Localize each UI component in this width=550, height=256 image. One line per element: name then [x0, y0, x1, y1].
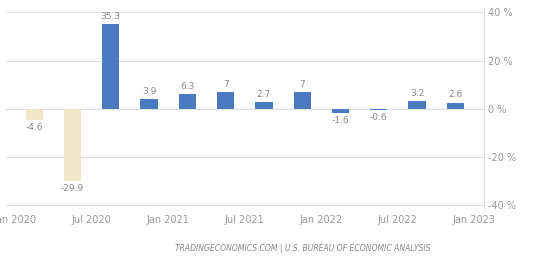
Text: -29.9: -29.9: [61, 184, 84, 193]
Text: 3.9: 3.9: [142, 87, 156, 96]
Bar: [64, 109, 81, 181]
Text: 7: 7: [299, 80, 305, 89]
Text: -0.6: -0.6: [370, 113, 388, 122]
Bar: [370, 109, 387, 110]
Bar: [294, 92, 311, 109]
Text: 2.7: 2.7: [257, 90, 271, 99]
Bar: [179, 94, 196, 109]
Bar: [409, 101, 426, 109]
Bar: [447, 103, 464, 109]
Text: 7: 7: [223, 80, 228, 89]
Text: 2.6: 2.6: [448, 90, 463, 99]
Bar: [102, 24, 119, 109]
Bar: [332, 109, 349, 113]
Text: -1.6: -1.6: [332, 116, 349, 125]
Bar: [217, 92, 234, 109]
Bar: [140, 99, 158, 109]
Text: 35.3: 35.3: [101, 12, 121, 21]
Text: 3.2: 3.2: [410, 89, 424, 98]
Bar: [255, 102, 272, 109]
Text: -4.6: -4.6: [25, 123, 43, 132]
Text: TRADINGECONOMICS.COM | U.S. BUREAU OF ECONOMIC ANALYSIS: TRADINGECONOMICS.COM | U.S. BUREAU OF EC…: [175, 244, 430, 253]
Text: 6.3: 6.3: [180, 81, 195, 91]
Bar: [26, 109, 43, 120]
